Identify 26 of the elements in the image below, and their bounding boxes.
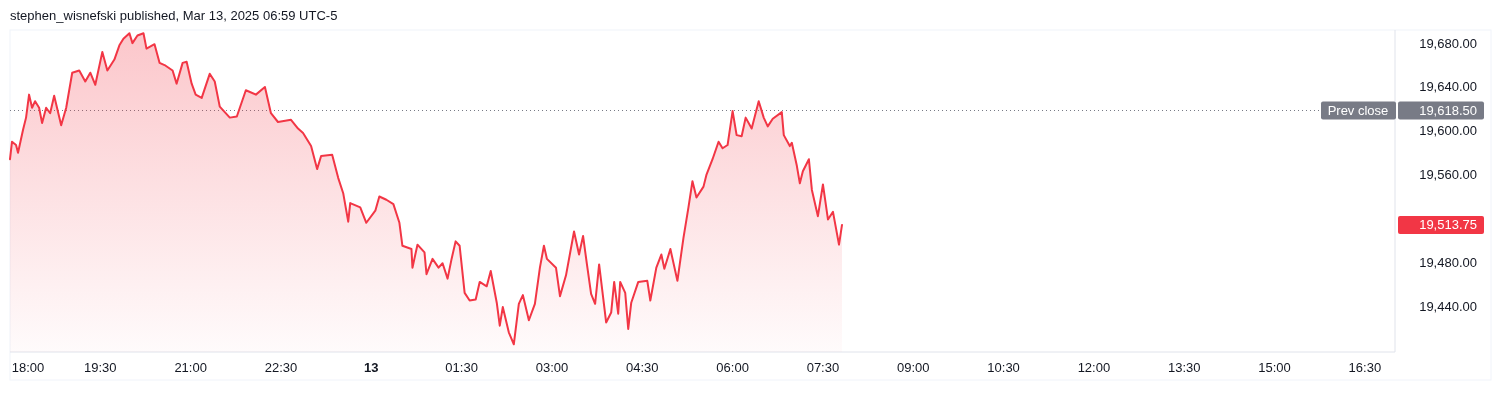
text: 19,618.50 xyxy=(1419,103,1477,118)
x-tick-label: 15:00 xyxy=(1258,360,1291,375)
x-tick-label: 21:00 xyxy=(174,360,207,375)
x-tick-label: 22:30 xyxy=(264,360,298,375)
x-tick-label: 13:30 xyxy=(1167,360,1201,375)
x-tick-label: 16:30 xyxy=(1348,360,1382,375)
x-tick-label: 06:00 xyxy=(716,360,749,375)
x-tick-label: 19:30 xyxy=(84,360,117,375)
x-tick-label: 04:30 xyxy=(626,360,659,375)
x-tick-label: 07:30 xyxy=(806,360,840,375)
y-tick-label: 19,440.00 xyxy=(1419,298,1477,314)
ref-line-label: Prev close xyxy=(1327,103,1389,118)
text: 19,513.75 xyxy=(1419,217,1477,233)
x-tick-label: 12:00 xyxy=(1077,360,1111,375)
x-tick-label: 01:30 xyxy=(445,360,478,375)
x-tick-label: 03:00 xyxy=(535,360,569,375)
x-tick-label: 13 xyxy=(364,360,379,375)
y-tick-label: 19,680.00 xyxy=(1419,35,1477,51)
x-tick-label: 10:30 xyxy=(987,360,1020,375)
x-tick-label: 09:00 xyxy=(896,360,930,375)
y-tick-label: 19,600.00 xyxy=(1419,123,1477,139)
y-tick-label: 19,560.00 xyxy=(1419,167,1477,183)
y-tick-label: 19,640.00 xyxy=(1419,79,1477,95)
y-tick-label: 19,480.00 xyxy=(1419,254,1477,270)
chart-title: stephen_wisnefski published, Mar 13, 2025 06:59 UTC-5 xyxy=(10,8,338,23)
x-tick-label: 18:00 xyxy=(11,360,45,375)
